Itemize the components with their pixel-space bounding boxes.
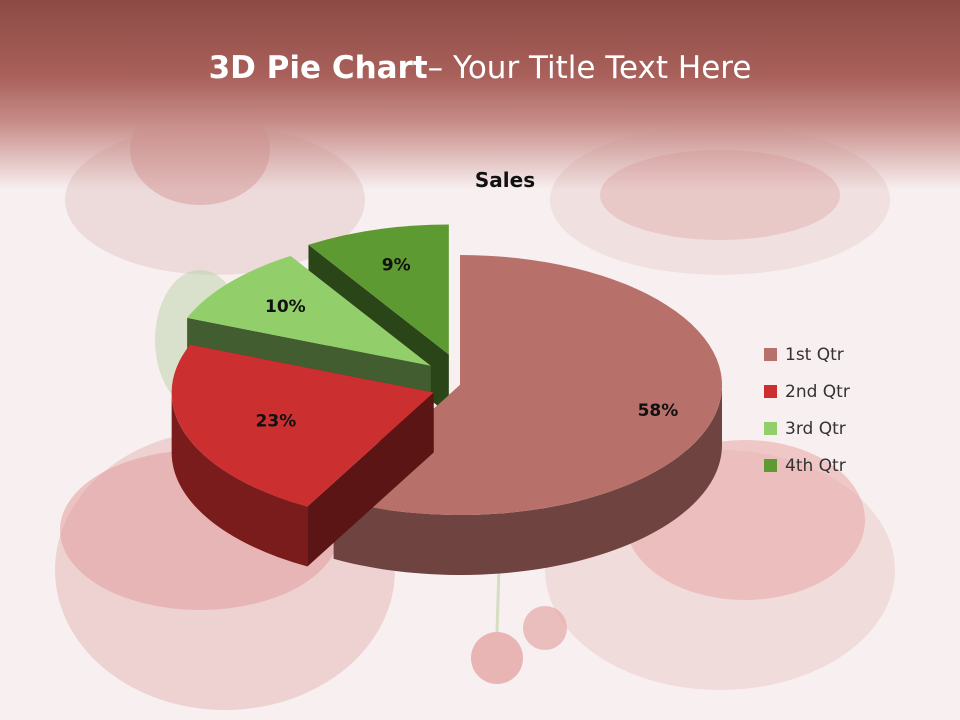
legend-item-2: 2nd Qtr [764,373,850,410]
pie-data-label-1: 58% [638,401,679,421]
legend-swatch [764,385,777,398]
legend-label: 2nd Qtr [785,381,850,402]
pie-slice-top-2 [171,344,434,507]
pie-data-label-2: 23% [256,412,297,432]
legend-label: 4th Qtr [785,455,846,476]
slide-title-bold: 3D Pie Chart [208,50,428,86]
legend-item-1: 1st Qtr [764,336,850,373]
slide-title: 3D Pie Chart– Your Title Text Here [0,50,960,86]
legend-label: 3rd Qtr [785,418,846,439]
pie-slice-top-4 [308,224,449,355]
title-band [0,0,960,190]
slide-title-rest: – Your Title Text Here [427,50,752,86]
chart-legend: 1st Qtr 2nd Qtr 3rd Qtr 4th Qtr [764,336,850,484]
legend-swatch [764,422,777,435]
legend-swatch [764,459,777,472]
pie-data-label-3: 10% [265,297,306,317]
pie-data-label-4: 9% [382,256,411,276]
chart-title: Sales [474,168,536,192]
pie-slice-2 [171,344,434,567]
pie-slice-top-3 [187,256,431,366]
legend-swatch [764,348,777,361]
legend-item-4: 4th Qtr [764,447,850,484]
legend-item-3: 3rd Qtr [764,410,850,447]
legend-label: 1st Qtr [785,344,844,365]
